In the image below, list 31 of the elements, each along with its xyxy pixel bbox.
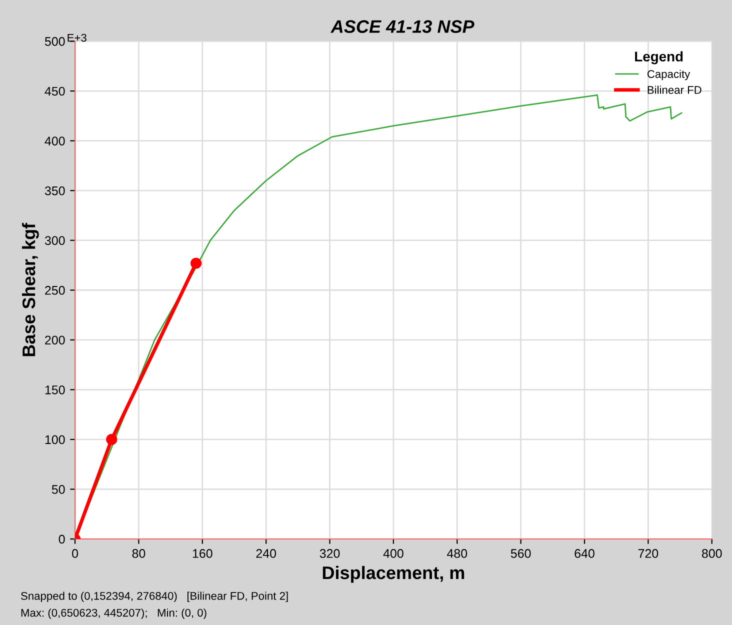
x-tick-label: 80 (132, 549, 146, 558)
y-tick-label: 300 (44, 236, 65, 245)
x-axis-title: Displacement, m (322, 566, 464, 583)
y-axis-title: Base Shear, kgf (22, 222, 39, 356)
legend-title: Legend (635, 51, 683, 64)
y-tick-label: 500 (44, 37, 65, 46)
x-tick-label: 800 (702, 549, 722, 558)
x-tick-label: 160 (192, 549, 212, 558)
text: Max: (0,650623, 445207); Min: (0, 0) (21, 608, 206, 619)
x-tick-label: 0 (72, 549, 78, 558)
x-tick-label: 480 (446, 549, 468, 558)
x-tick-label: 560 (510, 549, 531, 558)
x-tick-label: 400 (383, 549, 404, 558)
chart-title: ASCE 41-13 NSP (330, 20, 474, 33)
y-tick-label: 400 (44, 136, 65, 146)
y-tick-label: 250 (45, 286, 65, 295)
x-tick-label: 720 (638, 549, 658, 558)
y-tick-label: 200 (45, 336, 65, 345)
y-tick-label: 350 (44, 186, 65, 196)
y-tick-label: 150 (45, 385, 65, 394)
legend-label: Bilinear FD (648, 86, 702, 94)
x-tick-label: 240 (256, 549, 276, 558)
text: Snapped to (0,152394, 276840) [Bilinear FD, Point 2] (21, 592, 288, 602)
y-tick-label: 100 (45, 435, 65, 444)
y-tick-label: 450 (44, 86, 65, 96)
x-tick-label: 640 (574, 549, 594, 558)
y-tick-label: 0 (58, 534, 65, 544)
legend-label: Capacity (647, 70, 690, 80)
y-tick-label: 50 (52, 485, 65, 494)
x-tick-label: 320 (320, 549, 340, 558)
annotation: E+3 (68, 34, 86, 42)
